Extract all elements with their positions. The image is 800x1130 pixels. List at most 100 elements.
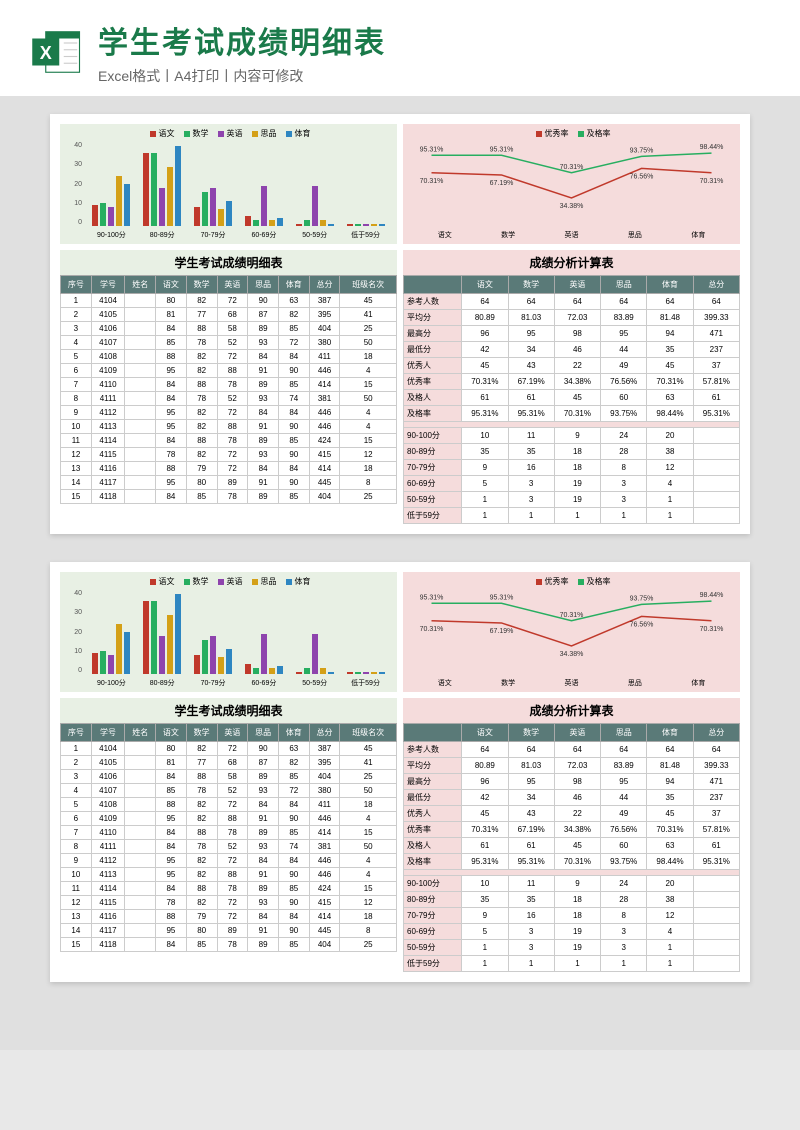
table-row: 10411395828891904464 [61, 420, 397, 434]
table-row: 9411295827284844464 [61, 854, 397, 868]
col-header: 思品 [248, 724, 279, 742]
col-header: 英语 [217, 724, 248, 742]
col-header: 体育 [647, 276, 693, 294]
col-header: 总分 [309, 724, 340, 742]
col-header: 学号 [91, 724, 125, 742]
table-row: 74110848878898541415 [61, 378, 397, 392]
table-row: 优秀率70.31%67.19%34.38%76.56%70.31%57.81% [404, 822, 740, 838]
col-header: 班级名次 [340, 724, 397, 742]
table-row: 最低分4234464435237 [404, 342, 740, 358]
line-chart: 优秀率及格率 70.31%95.31%67.19%95.31%34.38%70.… [403, 124, 740, 244]
svg-text:70.31%: 70.31% [560, 612, 584, 619]
table-row: 及格人616145606361 [404, 390, 740, 406]
svg-text:70.31%: 70.31% [560, 164, 584, 171]
svg-text:98.44%: 98.44% [700, 144, 724, 151]
svg-text:70.31%: 70.31% [420, 626, 444, 633]
svg-text:34.38%: 34.38% [560, 651, 584, 658]
detail-table: 学生考试成绩明细表序号学号姓名语文数学英语思品体育总分班级名次141048082… [60, 250, 397, 524]
table-row: 80-89分3535182838 [404, 444, 740, 460]
col-header: 思品 [248, 276, 279, 294]
table-row: 54108888272848441118 [61, 798, 397, 812]
col-header: 英语 [554, 276, 600, 294]
table-row: 低于59分11111 [404, 956, 740, 972]
table-row: 70-79分91618812 [404, 460, 740, 476]
svg-text:98.44%: 98.44% [700, 592, 724, 599]
svg-text:70.31%: 70.31% [700, 178, 724, 185]
table-row: 134116887972848441418 [61, 910, 397, 924]
table-row: 低于59分11111 [404, 508, 740, 524]
svg-text:95.31%: 95.31% [420, 594, 444, 601]
table-row: 84111847852937438150 [61, 840, 397, 854]
col-header: 语文 [156, 276, 187, 294]
svg-text:93.75%: 93.75% [630, 595, 654, 602]
table-row: 134116887972848441418 [61, 462, 397, 476]
analysis-title: 成绩分析计算表 [403, 250, 740, 275]
table-row: 14411795808991904458 [61, 924, 397, 938]
table-row: 124115788272939041512 [61, 896, 397, 910]
table-row: 60-69分531934 [404, 924, 740, 940]
svg-text:67.19%: 67.19% [490, 180, 514, 187]
sheet: 语文数学英语思品体育40302010090-100分80-89分70-79分60… [50, 114, 750, 534]
table-row: 24105817768878239541 [61, 756, 397, 770]
col-header: 学号 [91, 276, 125, 294]
col-header: 姓名 [125, 276, 156, 294]
bar-chart: 语文数学英语思品体育40302010090-100分80-89分70-79分60… [60, 572, 397, 692]
sub-title: Excel格式丨A4打印丨内容可修改 [98, 66, 770, 86]
col-header: 总分 [309, 276, 340, 294]
table-row: 44107857852937238050 [61, 784, 397, 798]
table-row: 154118848578898540425 [61, 490, 397, 504]
col-header: 班级名次 [340, 276, 397, 294]
table-row: 44107857852937238050 [61, 336, 397, 350]
table-row: 14104808272906338745 [61, 294, 397, 308]
table-row: 6410995828891904464 [61, 812, 397, 826]
col-header: 总分 [693, 276, 739, 294]
bar-chart: 语文数学英语思品体育40302010090-100分80-89分70-79分60… [60, 124, 397, 244]
col-header: 体育 [647, 724, 693, 742]
svg-text:70.31%: 70.31% [700, 626, 724, 633]
table-row: 优秀人454322494537 [404, 358, 740, 374]
col-header: 语文 [462, 724, 508, 742]
line-chart: 优秀率及格率 70.31% 95.31% 67.19% 95.31% 34.38% 70.… [403, 572, 740, 692]
col-header [404, 276, 462, 294]
table-row: 24105817768878239541 [61, 308, 397, 322]
page-header: X 学生考试成绩明细表 Excel格式丨A4打印丨内容可修改 [0, 0, 800, 96]
table-row: 154118848578898540425 [61, 938, 397, 952]
table-row: 参考人数646464646464 [404, 742, 740, 758]
table-row: 14411795808991904458 [61, 476, 397, 490]
table-row: 6410995828891904464 [61, 364, 397, 378]
col-header: 英语 [554, 724, 600, 742]
svg-text:93.75%: 93.75% [630, 147, 654, 154]
table-row: 34106848858898540425 [61, 322, 397, 336]
table-row: 优秀人454322494537 [404, 806, 740, 822]
detail-table: 学生考试成绩明细表序号学号姓名语文数学英语思品体育总分班级名次141048082… [60, 698, 397, 972]
svg-text:X: X [40, 43, 52, 63]
svg-text:76.56%: 76.56% [630, 621, 654, 628]
sheet: 语文数学英语思品体育40302010090-100分80-89分70-79分60… [50, 562, 750, 982]
svg-text:67.19%: 67.19% [490, 628, 514, 635]
table-row: 84111847852937438150 [61, 392, 397, 406]
table-row: 50-59分131931 [404, 492, 740, 508]
table-row: 54108888272848441118 [61, 350, 397, 364]
table-row: 114114848878898542415 [61, 882, 397, 896]
table-row: 70-79分91618812 [404, 908, 740, 924]
col-header: 数学 [186, 724, 217, 742]
svg-text:95.31%: 95.31% [490, 146, 514, 153]
svg-text:34.38%: 34.38% [560, 203, 584, 210]
col-header: 姓名 [125, 724, 156, 742]
table-row: 14104808272906338745 [61, 742, 397, 756]
col-header: 序号 [61, 276, 92, 294]
main-title: 学生考试成绩明细表 [98, 18, 770, 62]
table-row: 最高分9695989594471 [404, 326, 740, 342]
svg-text:95.31%: 95.31% [490, 594, 514, 601]
page-area: 语文数学英语思品体育40302010090-100分80-89分70-79分60… [0, 96, 800, 1050]
col-header: 英语 [217, 276, 248, 294]
svg-text:76.56%: 76.56% [630, 173, 654, 180]
line-legend: 优秀率及格率 [403, 128, 740, 139]
svg-text:70.31%: 70.31% [420, 178, 444, 185]
table-row: 90-100分101192420 [404, 876, 740, 892]
table-row: 最高分9695989594471 [404, 774, 740, 790]
col-header: 体育 [278, 276, 309, 294]
table-row: 9411295827284844464 [61, 406, 397, 420]
col-header: 语文 [156, 724, 187, 742]
line-legend: 优秀率及格率 [403, 576, 740, 587]
